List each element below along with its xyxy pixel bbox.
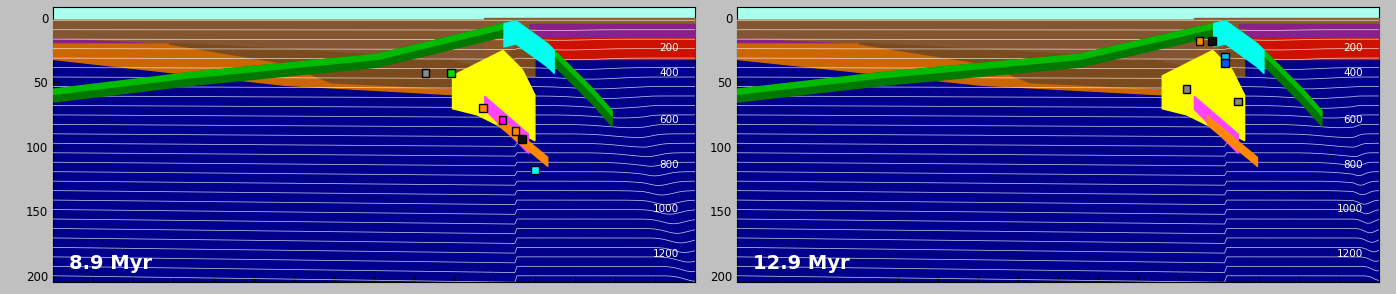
Text: 1000: 1000: [1337, 205, 1362, 215]
Text: 800: 800: [659, 160, 680, 170]
Bar: [422, 69, 430, 77]
Text: 400: 400: [659, 68, 680, 78]
Text: 1200: 1200: [653, 250, 680, 260]
Bar: [1182, 85, 1191, 93]
Bar: [1222, 53, 1228, 60]
Bar: [511, 127, 519, 135]
Text: 600: 600: [659, 115, 680, 125]
Text: 200: 200: [659, 43, 680, 53]
Bar: [1234, 98, 1242, 106]
Text: 1000: 1000: [653, 205, 680, 215]
Bar: [447, 69, 455, 77]
Text: 400: 400: [1343, 68, 1362, 78]
Bar: [1209, 37, 1216, 45]
Text: 1200: 1200: [1337, 250, 1362, 260]
Text: 12.9 Myr: 12.9 Myr: [752, 254, 850, 273]
Text: 600: 600: [1343, 115, 1362, 125]
Text: 8.9 Myr: 8.9 Myr: [70, 254, 152, 273]
Bar: [1195, 37, 1203, 45]
Bar: [498, 116, 507, 123]
Bar: [518, 135, 526, 143]
Bar: [530, 166, 539, 174]
Text: 800: 800: [1343, 160, 1362, 170]
Text: 200: 200: [1343, 43, 1362, 53]
Bar: [479, 104, 487, 112]
Bar: [1222, 59, 1228, 67]
